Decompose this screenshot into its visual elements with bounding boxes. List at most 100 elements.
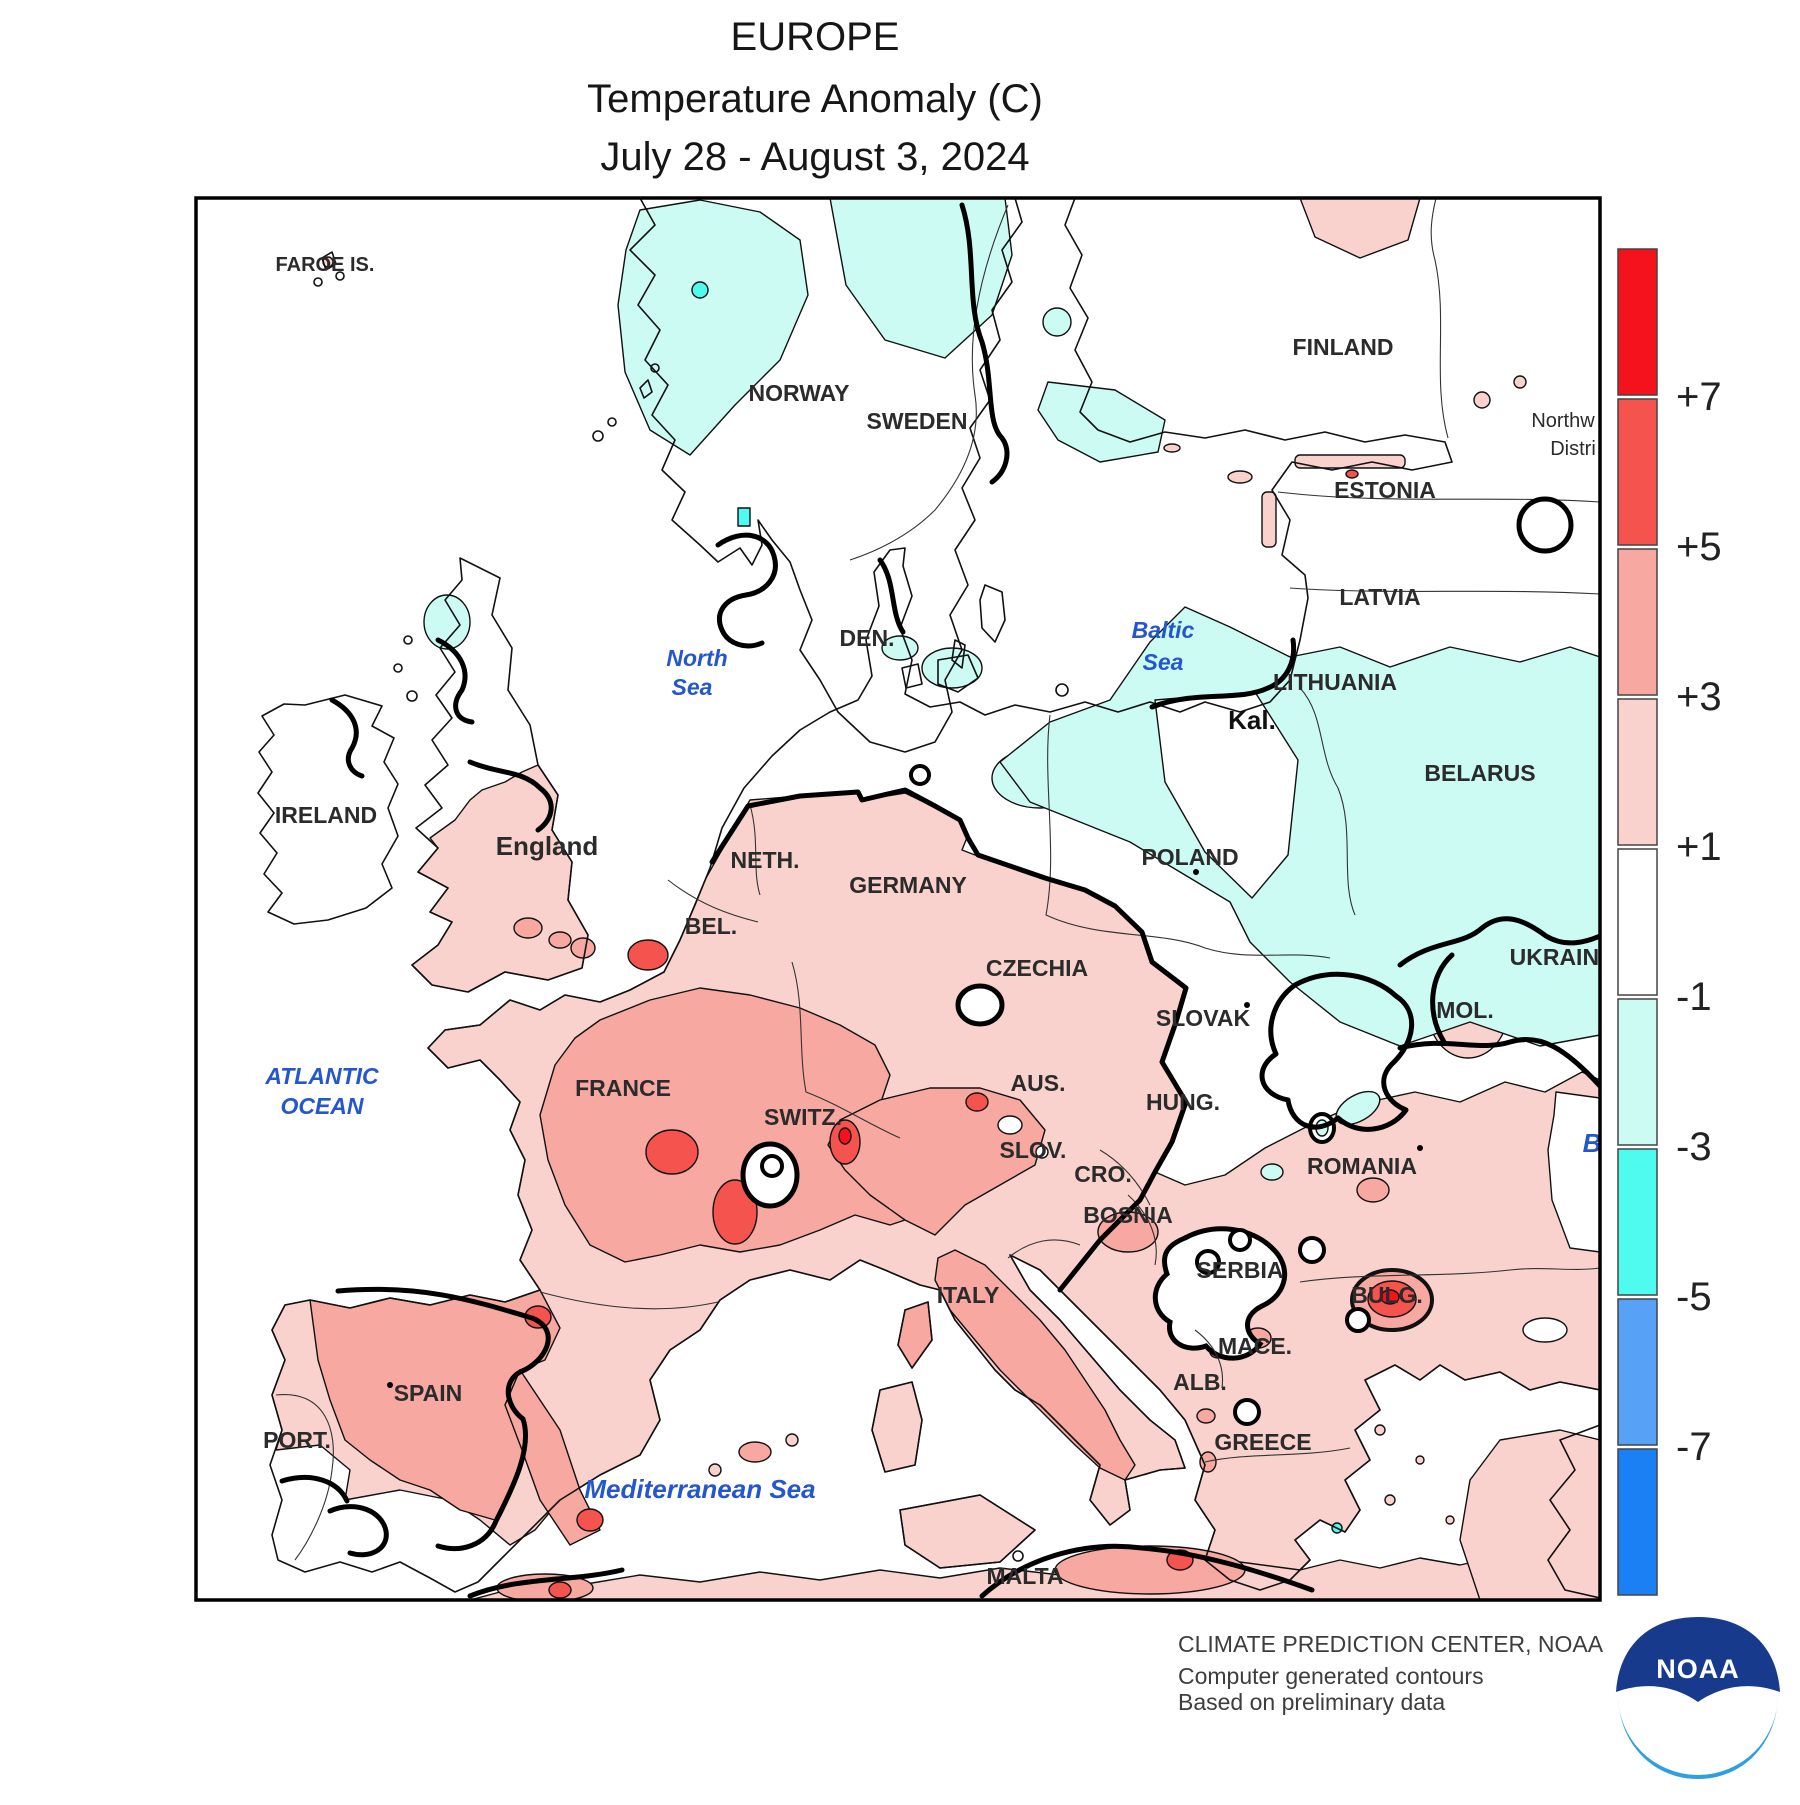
legend-label-plus1: +1 — [1676, 825, 1722, 869]
label-poland: POLAND — [1141, 844, 1238, 870]
patch-cold-norway — [617, 199, 809, 456]
thick-contours — [279, 202, 1600, 1599]
legend-swatch-plus5to7 — [1617, 398, 1658, 546]
patch-marmara — [1522, 1317, 1568, 1343]
legend-swatch-minus1to3 — [1617, 998, 1658, 1146]
coast-ireland — [257, 694, 399, 925]
label-belgium: BEL. — [685, 913, 737, 939]
label-germany: GERMANY — [849, 872, 967, 898]
noaa-logo-text: NOAA — [1656, 1654, 1740, 1684]
label-england: England — [496, 831, 599, 861]
label-northwestern-cut: Northw — [1531, 410, 1595, 432]
label-belarus: BELARUS — [1424, 760, 1535, 786]
patch-estonia-w — [1227, 470, 1253, 484]
patch-england — [411, 764, 589, 993]
coast-zealand — [937, 654, 979, 693]
patch-cold-romania-2 — [1260, 1163, 1284, 1181]
patch-cold-baltics-belarus — [999, 606, 1600, 1047]
patch-cold-scotland — [423, 594, 471, 650]
coast-sicily — [899, 1494, 1036, 1569]
coast-orkney-1 — [592, 430, 604, 442]
patch-france-red-1 — [645, 1129, 699, 1175]
attribution-source: CLIMATE PREDICTION CENTER, NOAA — [1178, 1631, 1604, 1657]
contour-iberia — [335, 1286, 551, 1552]
noaa-logo: NOAA — [1616, 1617, 1780, 1779]
patch-romania-salmon — [1356, 1177, 1390, 1203]
patch-albania — [1196, 1408, 1216, 1424]
label-black-sea-cut: B — [1583, 1128, 1602, 1158]
label-atlantic-2: OCEAN — [280, 1093, 363, 1119]
patch-cold-finland-spot — [1042, 307, 1072, 337]
patch-aegean-isle-1 — [1374, 1424, 1386, 1436]
country-borders — [275, 198, 1600, 1561]
contour-russia-ring — [1516, 496, 1574, 554]
patch-italy — [934, 1249, 1136, 1481]
legend-swatch-minus3to5 — [1617, 1148, 1658, 1296]
ring-germany — [909, 764, 931, 786]
ring-romania-s — [1298, 1236, 1326, 1264]
patch-morocco-red — [548, 1581, 572, 1599]
patch-anatolia — [1459, 1429, 1600, 1600]
coast-faroe — [321, 251, 337, 271]
label-denmark: DEN. — [840, 625, 895, 651]
patch-cold-lapland — [829, 198, 1013, 359]
label-slovakia: SLOVAK — [1156, 1005, 1251, 1031]
label-switzerland: SWITZ. — [764, 1104, 842, 1130]
pocket-serbia — [1152, 1226, 1288, 1361]
coast-faroe-2 — [335, 271, 345, 281]
patch-menorca — [785, 1433, 799, 1447]
patch-corsica — [897, 1301, 933, 1369]
patch-s-england-2 — [548, 931, 572, 949]
patch-aegean-isle-4 — [1445, 1515, 1455, 1525]
patch-aegean-isle-3 — [1384, 1494, 1396, 1506]
coast-funen — [901, 663, 923, 689]
pocket-austria-2 — [1035, 1145, 1049, 1159]
coast-anatolia-w — [1547, 1424, 1600, 1599]
sea-labels: North Sea Baltic Sea ATLANTIC OCEAN Medi… — [264, 617, 1602, 1504]
figure-title: EUROPE Temperature Anomaly (C) July 28 -… — [587, 15, 1043, 179]
label-ukraine: UKRAINE — [1510, 944, 1615, 970]
contour-main-europe — [709, 787, 1189, 1293]
patch-alps — [827, 1087, 1046, 1236]
coast-shetland — [639, 379, 653, 399]
coast-finland-baltic-continent — [269, 198, 1600, 1593]
patch-black-sea — [1547, 1091, 1600, 1253]
patch-s-england-1 — [513, 917, 543, 939]
title-variable: Temperature Anomaly (C) — [587, 77, 1043, 121]
patch-mallorca — [738, 1441, 772, 1463]
attribution: CLIMATE PREDICTION CENTER, NOAA Computer… — [1178, 1631, 1604, 1715]
label-spain: SPAIN — [394, 1380, 463, 1406]
label-norway: NORWAY — [749, 380, 850, 406]
legend-label-plus7: +7 — [1676, 375, 1722, 419]
label-albania: ALB. — [1173, 1369, 1227, 1395]
patch-estonia-coast — [1294, 454, 1406, 469]
coastlines — [257, 198, 1600, 1599]
legend-label-minus1: -1 — [1676, 975, 1712, 1019]
country-labels: FAROE IS. NORWAY SWEDEN FINLAND ESTONIA … — [263, 254, 1615, 1589]
patch-aegean-isle-2 — [1415, 1455, 1425, 1465]
patch-france — [539, 987, 931, 1263]
attribution-note: Based on preliminary data — [1178, 1689, 1445, 1715]
coast-corsica — [897, 1301, 933, 1369]
label-portugal: PORT. — [263, 1427, 331, 1453]
coast-malta — [1012, 1550, 1024, 1562]
legend-label-plus3: +3 — [1676, 675, 1722, 719]
ring-serbia-2 — [1228, 1228, 1252, 1252]
label-greece: GREECE — [1214, 1429, 1311, 1455]
legend-swatch-plus3to5 — [1617, 548, 1658, 696]
pocket-czechia — [955, 983, 1005, 1027]
label-finland: FINLAND — [1293, 334, 1394, 360]
map-frame — [194, 196, 1602, 1602]
label-ireland: IRELAND — [275, 802, 377, 828]
label-bulgaria: BULG. — [1351, 1282, 1423, 1308]
legend-label-minus7: -7 — [1676, 1425, 1712, 1469]
coast-orkney-2 — [607, 417, 617, 427]
patch-se-spain-red — [576, 1508, 604, 1532]
coast-sardinia — [871, 1381, 923, 1473]
label-mediterranean: Mediterranean Sea — [584, 1474, 815, 1504]
label-croatia: CRO. — [1074, 1161, 1132, 1187]
label-lithuania: LITHUANIA — [1273, 669, 1397, 695]
label-baltic-sea-1: Baltic — [1132, 617, 1195, 643]
label-district-cut: Distri — [1550, 438, 1596, 460]
patch-finland-s-2 — [1163, 443, 1181, 453]
